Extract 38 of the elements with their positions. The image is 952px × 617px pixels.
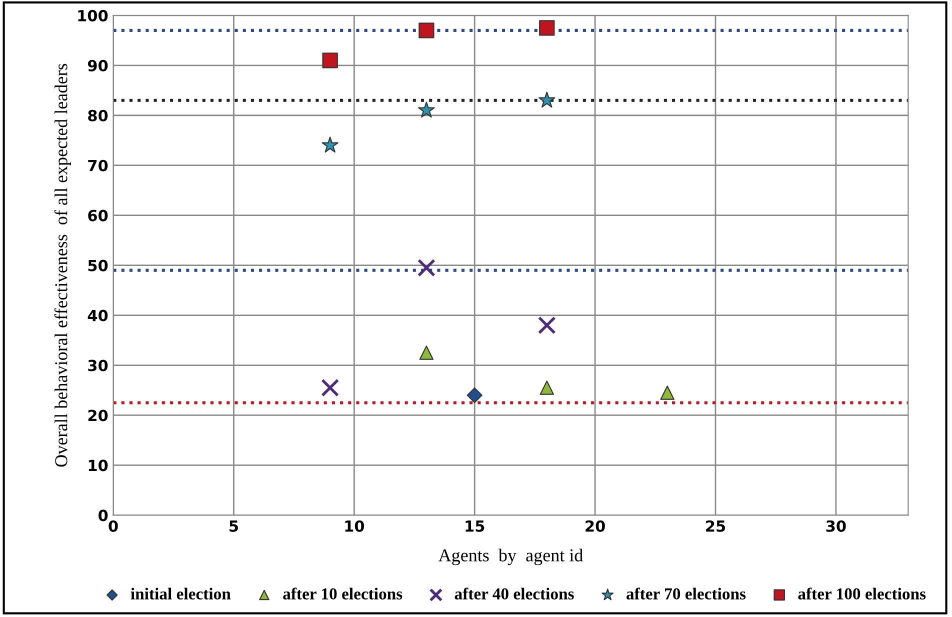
legend-label: after 100 elections xyxy=(798,588,926,600)
point xyxy=(466,387,482,404)
point xyxy=(417,258,436,277)
x-axis-title: Agents by agent id xyxy=(438,548,583,566)
y-tick-label: 20 xyxy=(88,410,108,422)
point xyxy=(418,22,434,38)
point xyxy=(419,346,434,360)
x-tick-label: 5 xyxy=(230,520,238,532)
point xyxy=(538,316,556,334)
y-tick-label: 0 xyxy=(98,510,108,522)
x-tick-label: 10 xyxy=(345,520,364,532)
y-tick-label: 40 xyxy=(88,310,108,322)
point xyxy=(321,378,340,397)
legend-label: after 40 elections xyxy=(454,588,574,600)
point xyxy=(418,102,435,118)
y-tick-label: 80 xyxy=(88,110,108,122)
point xyxy=(539,20,555,36)
point xyxy=(322,136,338,153)
y-tick-label: 60 xyxy=(88,210,108,222)
point xyxy=(538,92,556,108)
y-tick-label: 30 xyxy=(88,360,108,372)
legend-label: after 70 elections xyxy=(626,588,746,600)
y-tick-label: 70 xyxy=(88,160,108,172)
x-tick-label: 25 xyxy=(706,520,726,532)
point xyxy=(540,380,554,395)
x-tick-label: 30 xyxy=(826,520,846,532)
point xyxy=(660,386,674,400)
x-tick-label: 20 xyxy=(586,520,605,532)
y-tick-label: 100 xyxy=(78,10,108,22)
y-tick-label: 50 xyxy=(88,260,108,272)
y-tick-label: 90 xyxy=(88,60,108,72)
x-tick-label: 15 xyxy=(466,520,484,532)
x-tick-label: 0 xyxy=(108,520,118,532)
point xyxy=(322,52,338,68)
legend-label: initial election xyxy=(130,588,231,600)
y-axis-title: Overall behavioral effectiveness of all expected leaders xyxy=(54,64,71,467)
y-tick-label: 10 xyxy=(88,460,108,472)
legend-label: after 10 elections xyxy=(283,588,402,600)
